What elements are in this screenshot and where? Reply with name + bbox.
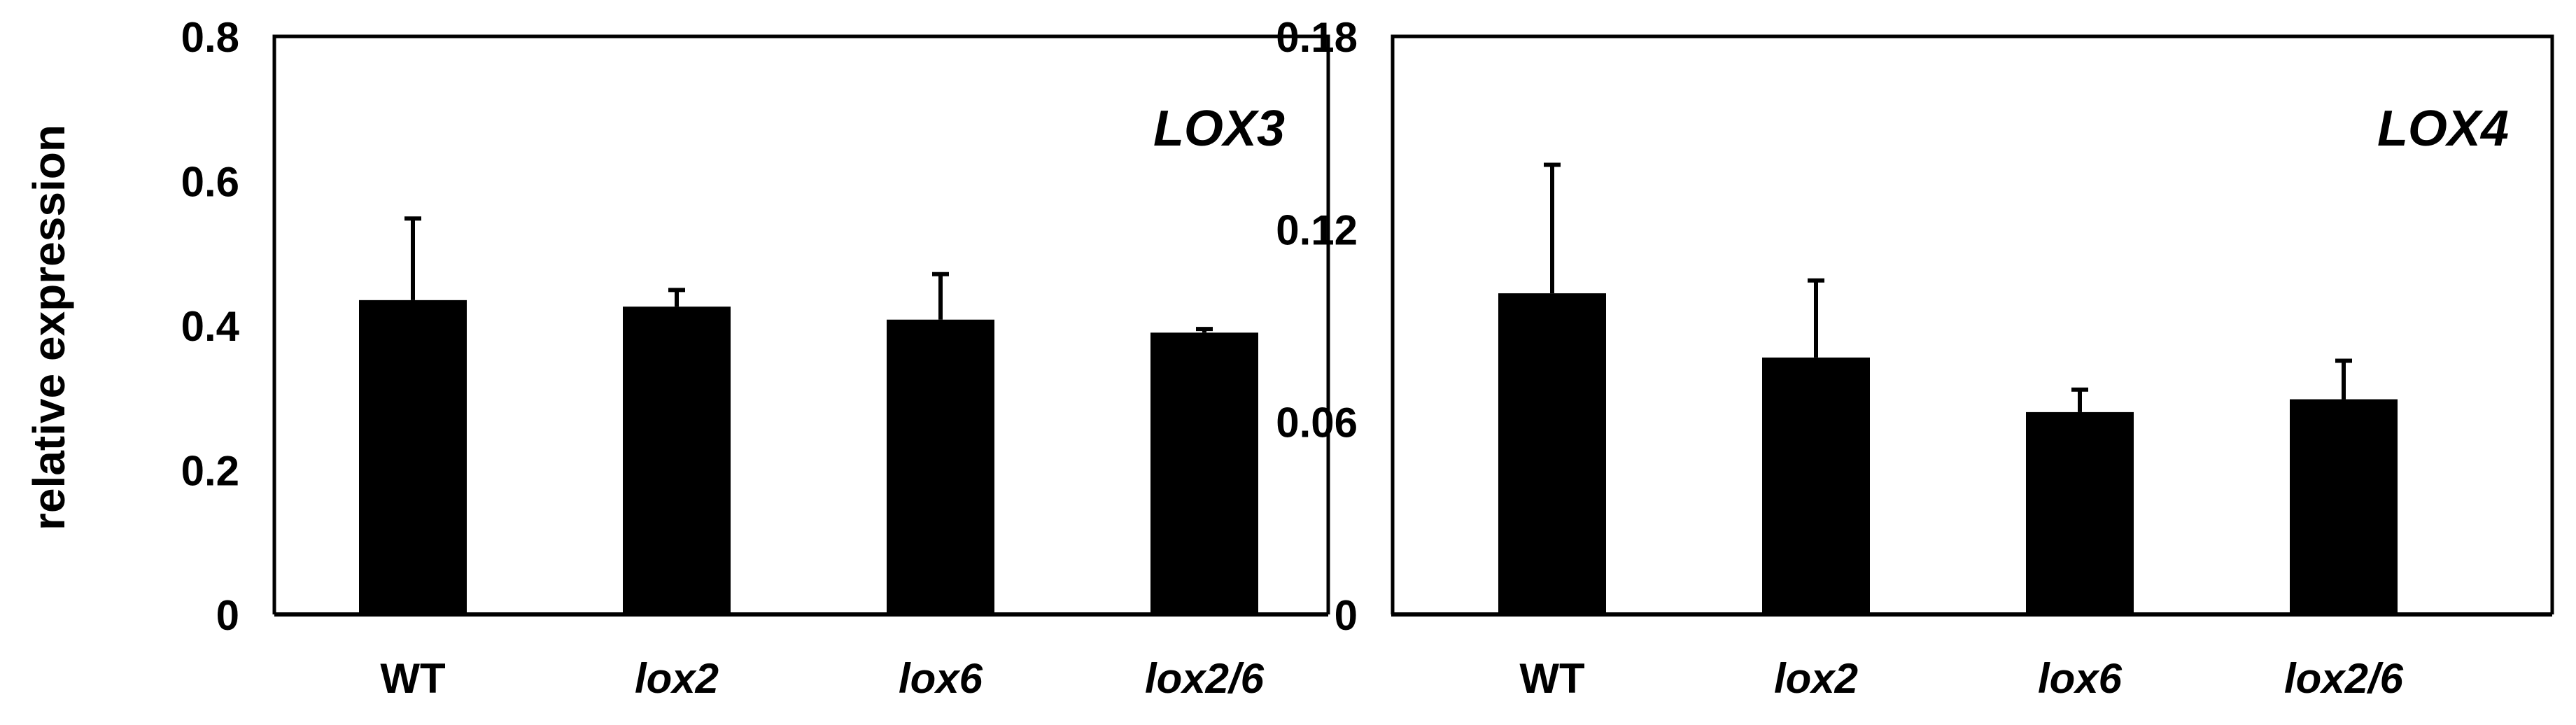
x-tick-label: lox6 (899, 655, 983, 702)
x-tick-label: lox2 (1774, 655, 1858, 702)
y-tick-label: 0.06 (1276, 400, 1358, 446)
chart-title: LOX3 (1153, 101, 1285, 157)
y-tick-label: 0.4 (181, 303, 240, 350)
chart-panel-lox4: 0 0.06 0.12 0.18 WT lox2 lox6 lox2/6 LOX4 (1276, 14, 2554, 702)
y-axis-label: relative expression (24, 125, 74, 530)
bar (887, 319, 994, 614)
bar (359, 300, 467, 614)
y-axis-label-group: relative expression (24, 125, 74, 530)
y-tick-label: 0.12 (1276, 206, 1358, 253)
x-tick-label: WT (1519, 655, 1584, 702)
plot-frame (272, 34, 1330, 614)
bar (623, 307, 731, 614)
y-tick-label: 0.2 (181, 448, 239, 495)
x-tick-label: WT (380, 655, 445, 702)
y-tick-label: 0.8 (181, 14, 239, 61)
x-tick-label: lox2/6 (1145, 655, 1265, 702)
x-tick-label: lox6 (2038, 655, 2123, 702)
y-tick-label: 0.18 (1276, 14, 1358, 61)
bar (1762, 357, 1870, 614)
bar (2290, 399, 2398, 614)
bar (1150, 332, 1258, 614)
chart-panel-lox3: 0 0.2 0.4 0.6 0.8 WT lox2 lox6 lox2/6 LOX3 (181, 14, 1330, 702)
plot-frame (1391, 34, 2554, 614)
y-tick-label: 0 (216, 592, 239, 639)
x-tick-label: lox2 (635, 655, 719, 702)
x-tick-label: lox2/6 (2284, 655, 2404, 702)
chart-title: LOX4 (2377, 101, 2509, 157)
bar (2026, 411, 2134, 614)
y-tick-label: 0 (1335, 592, 1358, 639)
bar (1498, 293, 1606, 614)
y-tick-label: 0.6 (181, 159, 239, 206)
